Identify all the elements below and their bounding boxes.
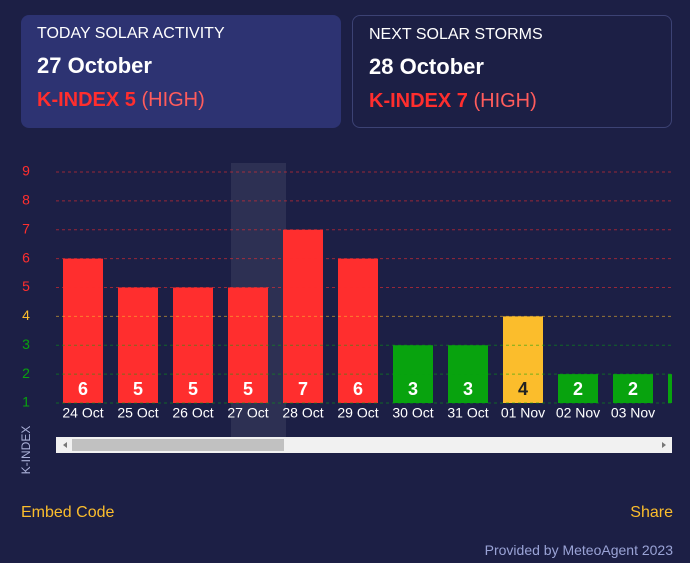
scroll-thumb[interactable]	[72, 439, 284, 451]
x-tick-label: 27 Oct	[227, 405, 268, 421]
value-label: 5	[188, 379, 198, 399]
x-tick-label: 01 Nov	[501, 405, 545, 421]
value-label: 6	[78, 379, 88, 399]
value-label: 2	[573, 379, 583, 399]
x-tick-label: 31 Oct	[447, 405, 488, 421]
value-label: 3	[408, 379, 418, 399]
value-label: 3	[463, 379, 473, 399]
y-tick-label: 9	[22, 163, 30, 179]
x-tick-label: 03 Nov	[611, 405, 655, 421]
k-level: (HIGH)	[141, 89, 205, 111]
share-link[interactable]: Share	[630, 504, 673, 521]
k-level: (HIGH)	[473, 90, 537, 112]
bar	[338, 258, 378, 403]
value-label: 5	[133, 379, 143, 399]
y-tick-label: 7	[22, 220, 30, 236]
card-index: K-INDEX 7 (HIGH)	[369, 90, 655, 113]
credit: Provided by MeteoAgent 2023	[484, 542, 673, 558]
embed-link[interactable]: Embed Code	[21, 504, 115, 521]
bar	[558, 374, 598, 403]
today-card: TODAY SOLAR ACTIVITY 27 October K-INDEX …	[21, 15, 341, 128]
x-tick-label: 25 Oct	[117, 405, 158, 421]
card-date: 28 October	[369, 54, 484, 79]
y-tick-label: 3	[22, 336, 30, 352]
card-heading: NEXT SOLAR STORMS	[369, 26, 543, 43]
x-tick-label: 02 Nov	[556, 405, 600, 421]
bar	[613, 374, 653, 403]
card-date: 27 October	[37, 53, 152, 78]
bar	[668, 374, 672, 403]
card-heading: TODAY SOLAR ACTIVITY	[37, 25, 225, 42]
card-index: K-INDEX 5 (HIGH)	[37, 89, 325, 112]
bar	[503, 316, 543, 403]
y-axis-label: K-INDEX	[19, 426, 33, 475]
y-tick-label: 5	[22, 278, 30, 294]
next-card: NEXT SOLAR STORMS 28 October K-INDEX 7 (…	[352, 15, 672, 128]
y-tick-label: 1	[22, 394, 30, 410]
k-index: K-INDEX 7	[369, 90, 468, 112]
y-tick-label: 6	[22, 249, 30, 265]
y-tick-label: 2	[22, 365, 30, 381]
k-index: K-INDEX 5	[37, 89, 136, 111]
x-tick-label: 28 Oct	[282, 405, 323, 421]
value-label: 4	[518, 379, 528, 399]
bar	[63, 258, 103, 403]
value-label: 2	[628, 379, 638, 399]
x-tick-label: 29 Oct	[337, 405, 378, 421]
y-tick-label: 4	[22, 307, 30, 323]
value-label: 5	[243, 379, 253, 399]
x-tick-label: 24 Oct	[62, 405, 103, 421]
chart: 6 24 Oct 5 25 Oct 5 26 Oct 5 27 Oct 7 28 Oct 6 29 O…	[19, 163, 690, 475]
value-label: 2	[683, 379, 690, 399]
y-tick-label: 8	[22, 192, 30, 208]
x-tick-label: 26 Oct	[172, 405, 213, 421]
value-label: 6	[353, 379, 363, 399]
value-label: 7	[298, 379, 308, 399]
x-tick-label: 30 Oct	[392, 405, 433, 421]
